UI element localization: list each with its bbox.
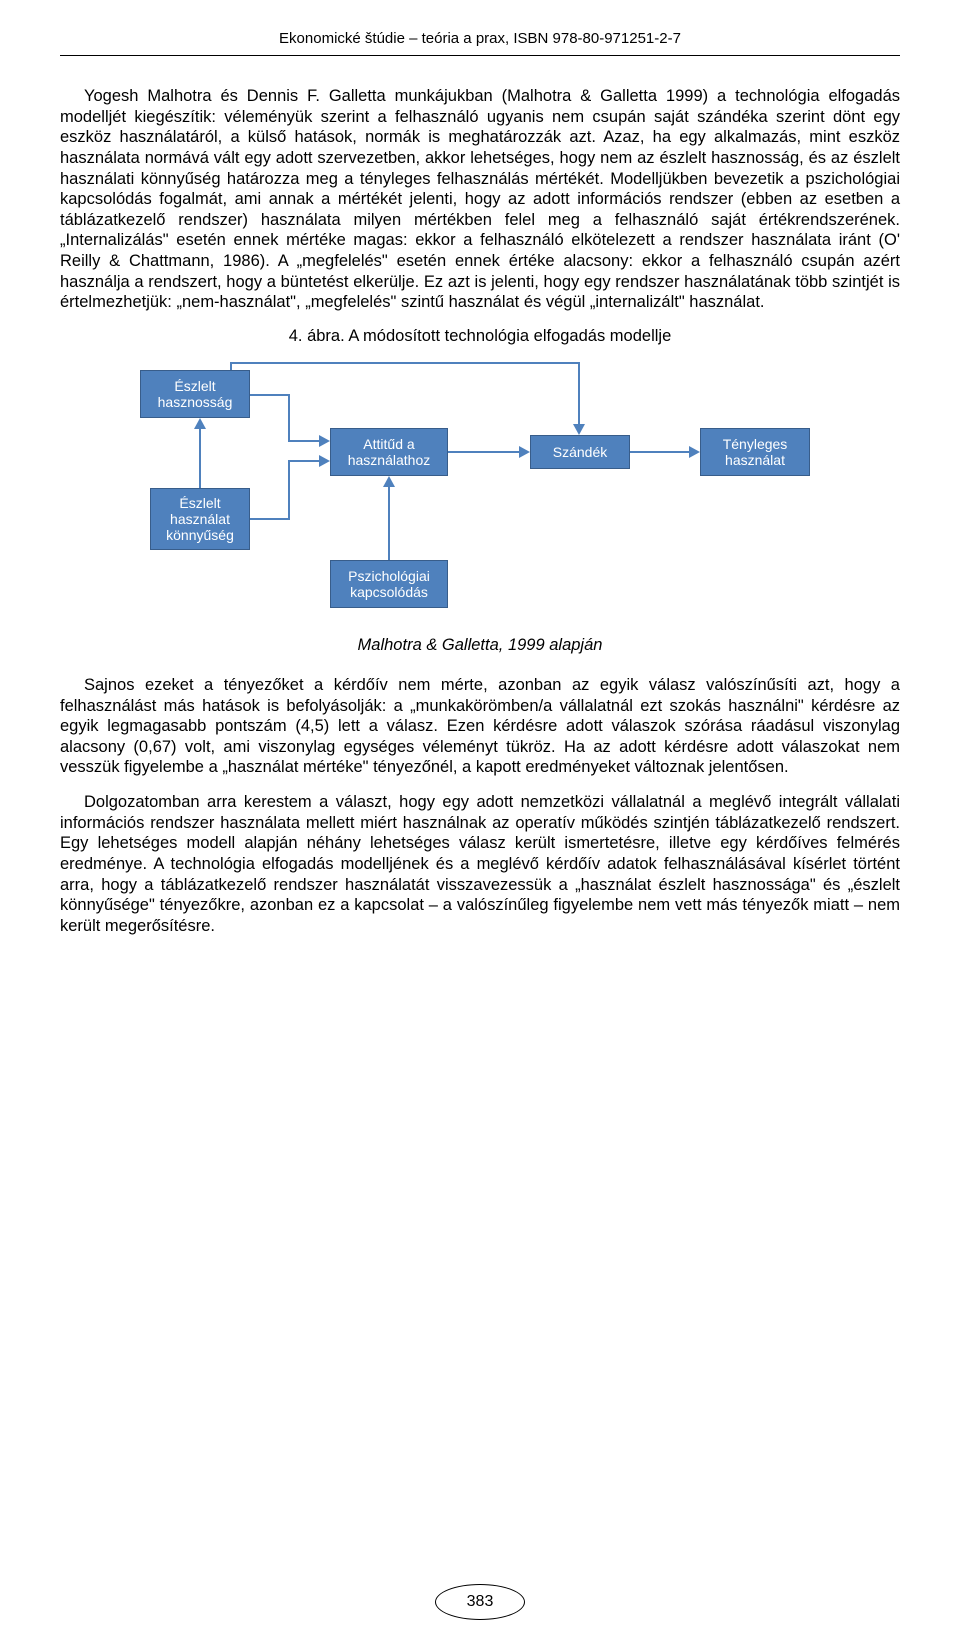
arrowhead-usefulness-to-intention xyxy=(573,424,585,435)
arrow-attitude-to-intention xyxy=(448,451,520,453)
paragraph-1: Yogesh Malhotra és Dennis F. Galletta mu… xyxy=(60,86,900,313)
arrow-intention-to-actual xyxy=(630,451,690,453)
arrow-usefulness-to-intention-v2 xyxy=(578,362,580,425)
arrow-usefulness-to-attitude-h2 xyxy=(288,440,320,442)
arrow-ease-to-attitude-v xyxy=(288,460,290,520)
arrowhead-intention-to-actual xyxy=(689,446,700,458)
arrow-usefulness-to-intention-h xyxy=(230,362,580,364)
paragraph-2: Sajnos ezeket a tényezőket a kérdőív nem… xyxy=(60,675,900,778)
arrowhead-ease-to-usefulness xyxy=(194,418,206,429)
arrow-usefulness-to-attitude-h xyxy=(250,394,290,396)
node-psych: Pszichológiaikapcsolódás xyxy=(330,560,448,608)
node-intention: Szándék xyxy=(530,435,630,469)
node-usefulness: Észlelthasznosság xyxy=(140,370,250,418)
arrow-ease-to-attitude-h xyxy=(250,518,290,520)
flowchart-diagram: Észlelthasznosság Észlelthasználatkönnyű… xyxy=(130,360,830,630)
arrow-ease-to-attitude-h2 xyxy=(288,460,320,462)
arrowhead-usefulness-to-attitude xyxy=(319,435,330,447)
arrowhead-attitude-to-intention xyxy=(519,446,530,458)
node-ease: Észlelthasználatkönnyűség xyxy=(150,488,250,550)
arrow-ease-to-usefulness xyxy=(199,429,201,488)
paragraph-3: Dolgozatomban arra kerestem a választ, h… xyxy=(60,792,900,936)
figure-caption: Malhotra & Galletta, 1999 alapján xyxy=(60,636,900,655)
arrow-usefulness-to-attitude-v xyxy=(288,394,290,442)
node-attitude: Attitűd ahasználathoz xyxy=(330,428,448,476)
arrowhead-ease-to-attitude xyxy=(319,455,330,467)
page-number: 383 xyxy=(435,1584,525,1620)
arrow-psych-to-attitude xyxy=(388,487,390,560)
node-actual: Ténylegeshasználat xyxy=(700,428,810,476)
arrowhead-psych-to-attitude xyxy=(383,476,395,487)
page-header: Ekonomické štúdie – teória a prax, ISBN … xyxy=(60,30,900,56)
figure-title: 4. ábra. A módosított technológia elfoga… xyxy=(60,327,900,346)
